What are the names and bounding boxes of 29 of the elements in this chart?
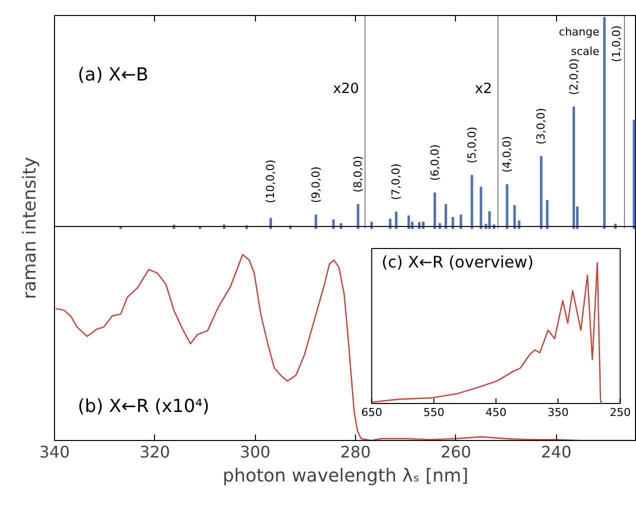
x-tick-label: 340 <box>39 442 70 462</box>
annotation: (9,0,0) <box>309 166 322 204</box>
x-tick-label: 650 <box>361 406 382 419</box>
annotation: (3,0,0) <box>534 108 548 145</box>
x-tick-label: 450 <box>485 406 506 419</box>
x-tick-label: 260 <box>440 442 472 462</box>
x-tick-label: 550 <box>423 406 444 419</box>
x-tick-label: 350 <box>548 406 569 419</box>
x-tick-label: 300 <box>240 442 270 462</box>
x-tick-label: 240 <box>540 442 572 462</box>
annotation: (8,0,0) <box>352 156 365 192</box>
ref-line-label: x2 <box>474 81 492 98</box>
annotation: (7,0,0) <box>390 163 403 200</box>
text: (a) X←B <box>78 64 148 86</box>
annotation: (5,0,0) <box>465 126 478 164</box>
annotation: (1,0,0) <box>610 25 623 62</box>
annotation: (2,0,0) <box>567 58 580 95</box>
x-axis-title: photon wavelength λₛ [nm] <box>222 466 468 486</box>
x-tick-label: 250 <box>610 406 631 419</box>
annotation: (4,0,0) <box>500 136 514 173</box>
x-tick-label: 280 <box>340 442 371 462</box>
annotation: (6,0,0) <box>428 144 442 181</box>
y-axis-title: raman intensity <box>20 156 40 300</box>
ref-line-label: x20 <box>332 81 360 98</box>
annotation: (10,0,0) <box>264 160 278 204</box>
text: (b) X←R (x10⁴) <box>78 396 210 417</box>
chart-title: (c) X←R (overview) <box>382 252 534 272</box>
ref-line-label: change scale <box>558 26 600 58</box>
x-tick-label: 320 <box>140 442 170 462</box>
